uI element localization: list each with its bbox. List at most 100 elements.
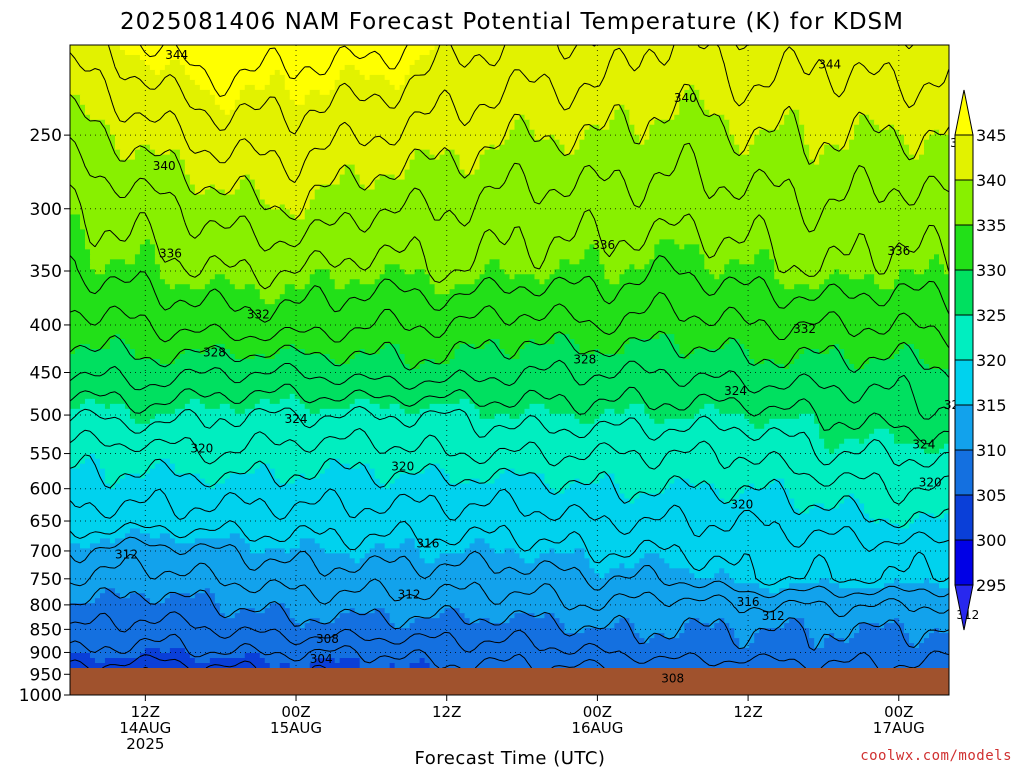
fill-cell — [599, 573, 605, 579]
fill-cell — [70, 114, 91, 121]
fill-cell — [679, 344, 725, 350]
fill-cell — [704, 264, 725, 270]
fill-cell — [199, 84, 246, 91]
fill-cell — [304, 473, 321, 480]
fill-cell — [634, 124, 650, 131]
fill-cell — [70, 513, 870, 520]
fill-cell — [334, 79, 391, 86]
fill-cell — [604, 274, 620, 280]
contour-label-text: 344 — [165, 48, 188, 62]
fill-cell — [379, 349, 401, 355]
fill-cell — [599, 349, 625, 355]
fill-cell — [714, 573, 730, 579]
fill-cell — [919, 443, 945, 450]
contour-label-text: 324 — [285, 412, 308, 426]
contour-label: 332 — [793, 322, 816, 336]
fill-cell — [589, 124, 600, 131]
fill-cell — [814, 638, 825, 644]
fill-cell — [104, 403, 111, 410]
fill-cell — [254, 284, 286, 290]
fill-cell — [739, 638, 755, 644]
fill-cell — [134, 259, 156, 265]
fill-cell — [584, 129, 635, 136]
contour-label-text: 340 — [674, 91, 697, 105]
fill-cell — [639, 493, 720, 500]
fill-cell — [709, 623, 715, 629]
fill-cell — [70, 189, 196, 196]
fill-cell — [70, 418, 136, 425]
fill-cell — [789, 493, 850, 500]
fill-cell — [494, 548, 506, 554]
fill-cell — [654, 249, 700, 255]
fill-cell — [504, 468, 516, 475]
fill-cell — [259, 194, 316, 201]
fill-cell — [834, 448, 925, 455]
fill-cell — [849, 139, 905, 146]
fill-cell — [70, 94, 81, 101]
fill-cell — [684, 89, 700, 96]
fill-cell — [219, 403, 231, 410]
fill-cell — [379, 274, 431, 280]
fill-cell — [70, 64, 151, 71]
fill-cell — [434, 45, 949, 51]
fill-cell — [334, 84, 396, 91]
fill-cell — [584, 548, 949, 554]
fill-cell — [839, 344, 905, 350]
fill-cell — [634, 628, 685, 634]
fill-cell — [169, 593, 191, 599]
fill-cell — [809, 628, 860, 634]
contour-label-text: 340 — [153, 159, 176, 173]
fill-cell — [214, 99, 236, 106]
fill-cell — [269, 398, 281, 405]
fill-cell — [549, 134, 556, 141]
fill-cell — [799, 354, 845, 360]
fill-cell — [294, 284, 306, 290]
fill-cell — [70, 638, 645, 644]
fill-cell — [509, 413, 521, 420]
fill-cell — [564, 144, 581, 151]
contour-label-text: 320 — [919, 476, 942, 490]
fill-cell — [604, 269, 625, 275]
fill-cell — [174, 468, 256, 475]
fill-cell — [70, 124, 111, 131]
fill-cell — [70, 204, 271, 211]
fill-cell — [434, 284, 456, 290]
fill-cell — [234, 354, 256, 360]
colorbar-bin — [954, 179, 974, 226]
fill-cell — [574, 149, 740, 156]
fill-cell — [99, 458, 161, 465]
fill-cell — [204, 478, 226, 485]
contour-label: 320 — [190, 441, 213, 455]
fill-cell — [809, 284, 820, 290]
fill-cell — [829, 274, 850, 280]
fill-cell — [804, 618, 895, 624]
fill-cell — [444, 608, 461, 614]
fill-cell — [484, 344, 501, 350]
fill-cell — [734, 134, 755, 141]
fill-cell — [749, 349, 805, 355]
fill-cell — [434, 154, 441, 161]
fill-cell — [70, 264, 91, 270]
fill-cell — [549, 548, 556, 554]
fill-cell — [939, 583, 949, 589]
fill-cell — [70, 229, 86, 235]
fill-cell — [70, 219, 81, 226]
fill-cell — [109, 483, 116, 490]
theta-filled-contours — [70, 45, 949, 668]
fill-cell — [634, 623, 685, 629]
fill-cell — [114, 538, 176, 544]
fill-cell — [134, 418, 151, 425]
fill-cell — [644, 403, 705, 410]
contour-label: 308 — [661, 672, 684, 686]
fill-cell — [784, 483, 949, 490]
fill-cell — [794, 284, 810, 290]
fill-cell — [194, 593, 216, 599]
contour-label-text: 324 — [724, 384, 747, 398]
fill-cell — [89, 653, 141, 659]
fill-cell — [70, 254, 91, 260]
fill-cell — [284, 79, 336, 86]
fill-cell — [274, 69, 281, 76]
contour-label: 336 — [887, 244, 910, 258]
fill-cell — [944, 269, 949, 275]
fill-cell — [70, 139, 116, 146]
